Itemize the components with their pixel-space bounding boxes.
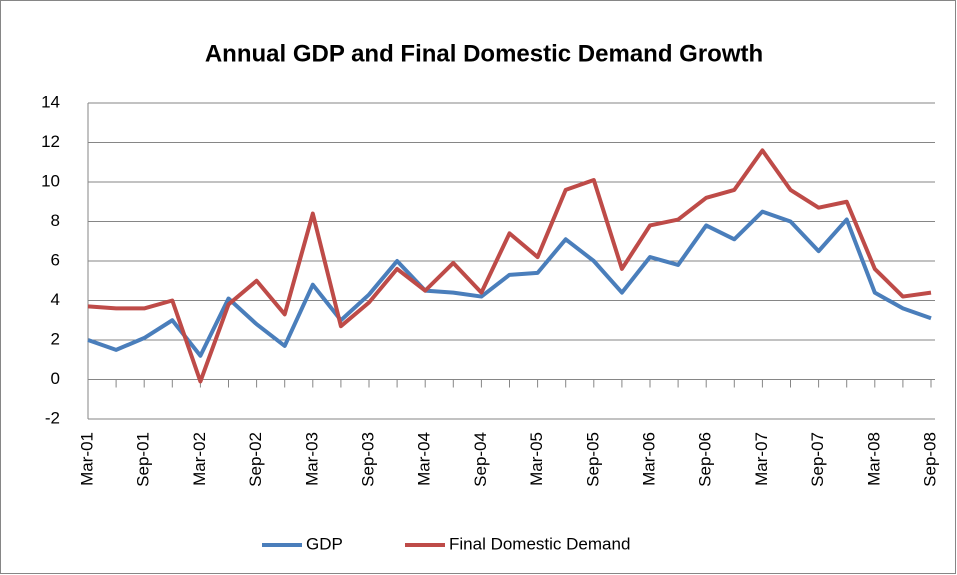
x-tick-label: Mar-08: [864, 432, 883, 486]
x-tick-label: Mar-01: [77, 432, 96, 486]
x-tick-label: Sep-02: [246, 432, 265, 487]
x-tick-label: Sep-05: [583, 432, 602, 487]
x-tick-label: Mar-04: [415, 432, 434, 486]
x-tick-label: Sep-04: [471, 432, 490, 487]
y-tick-label: 6: [51, 250, 60, 269]
x-tick-label: Sep-07: [808, 432, 827, 487]
y-tick-label: 4: [51, 290, 60, 309]
y-tick-label: -2: [45, 408, 60, 427]
x-tick-label: Mar-05: [527, 432, 546, 486]
chart-title: Annual GDP and Final Domestic Demand Gro…: [205, 40, 763, 67]
y-tick-label: 14: [41, 92, 60, 111]
x-tick-label: Sep-01: [134, 432, 153, 487]
x-tick-label: Sep-06: [696, 432, 715, 487]
series-line: [87, 209, 932, 358]
x-tick-label: Sep-08: [920, 432, 939, 487]
x-tick-label: Mar-06: [639, 432, 658, 486]
y-tick-label: 10: [41, 171, 60, 190]
y-tick-label: 12: [41, 132, 60, 151]
y-tick-label: 0: [51, 369, 60, 388]
y-tick-label: 2: [51, 329, 60, 348]
x-tick-label: Mar-02: [190, 432, 209, 486]
y-tick-label: 8: [51, 211, 60, 230]
legend-label: Final Domestic Demand: [449, 534, 630, 553]
x-tick-label: Mar-07: [752, 432, 771, 486]
x-tick-label: Sep-03: [358, 432, 377, 487]
legend-label: GDP: [306, 534, 343, 553]
x-tick-label: Mar-03: [302, 432, 321, 486]
series-line: [87, 148, 932, 384]
